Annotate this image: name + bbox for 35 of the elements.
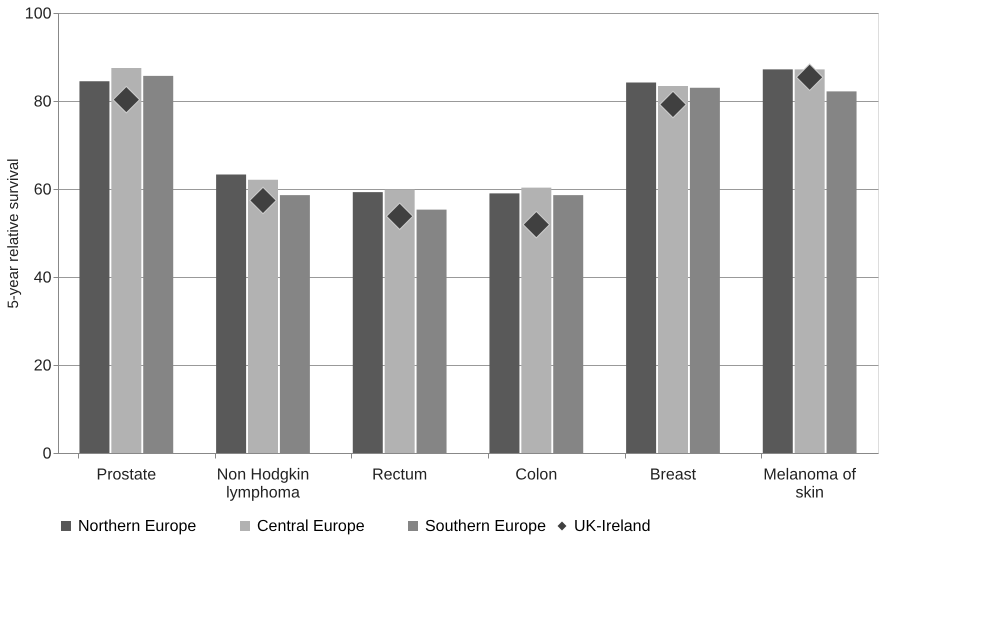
bar (384, 189, 415, 453)
bar (626, 82, 656, 453)
point (386, 202, 414, 230)
x-tick-label: Rectum (372, 466, 428, 484)
point (112, 86, 140, 114)
bar (111, 68, 142, 453)
x-tick-label: Melanoma of skin (763, 466, 856, 502)
x-tick-label: Colon (515, 466, 558, 484)
bar (216, 174, 246, 453)
legend-label: UK-Ireland (574, 518, 650, 535)
point (249, 186, 277, 214)
bar (794, 69, 825, 453)
bar (521, 188, 552, 453)
x-tick-label: Breast (650, 466, 697, 484)
bar (762, 69, 793, 453)
x-tick-label: Non Hodgkin lymphoma (216, 466, 310, 502)
legend-label: Northern Europe (78, 518, 196, 535)
y-tick-label: 100 (24, 6, 52, 22)
x-tick-label: Prostate (96, 466, 156, 484)
y-tick-label: 0 (42, 446, 52, 462)
bar (489, 193, 520, 453)
y-tick-label: 60 (34, 182, 52, 198)
bar (658, 86, 688, 453)
y-tick-label: 80 (34, 94, 52, 110)
bar (352, 192, 383, 453)
y-tick-label: 20 (34, 358, 52, 374)
y-tick-label: 40 (34, 270, 52, 286)
point (522, 210, 550, 238)
bar (79, 81, 110, 453)
legend-label: Southern Europe (425, 518, 546, 535)
y-axis-title: 5-year relative survival (4, 158, 22, 309)
point (796, 64, 824, 91)
point (659, 90, 687, 118)
bar (248, 180, 278, 453)
legend-label: Central Europe (257, 518, 365, 535)
